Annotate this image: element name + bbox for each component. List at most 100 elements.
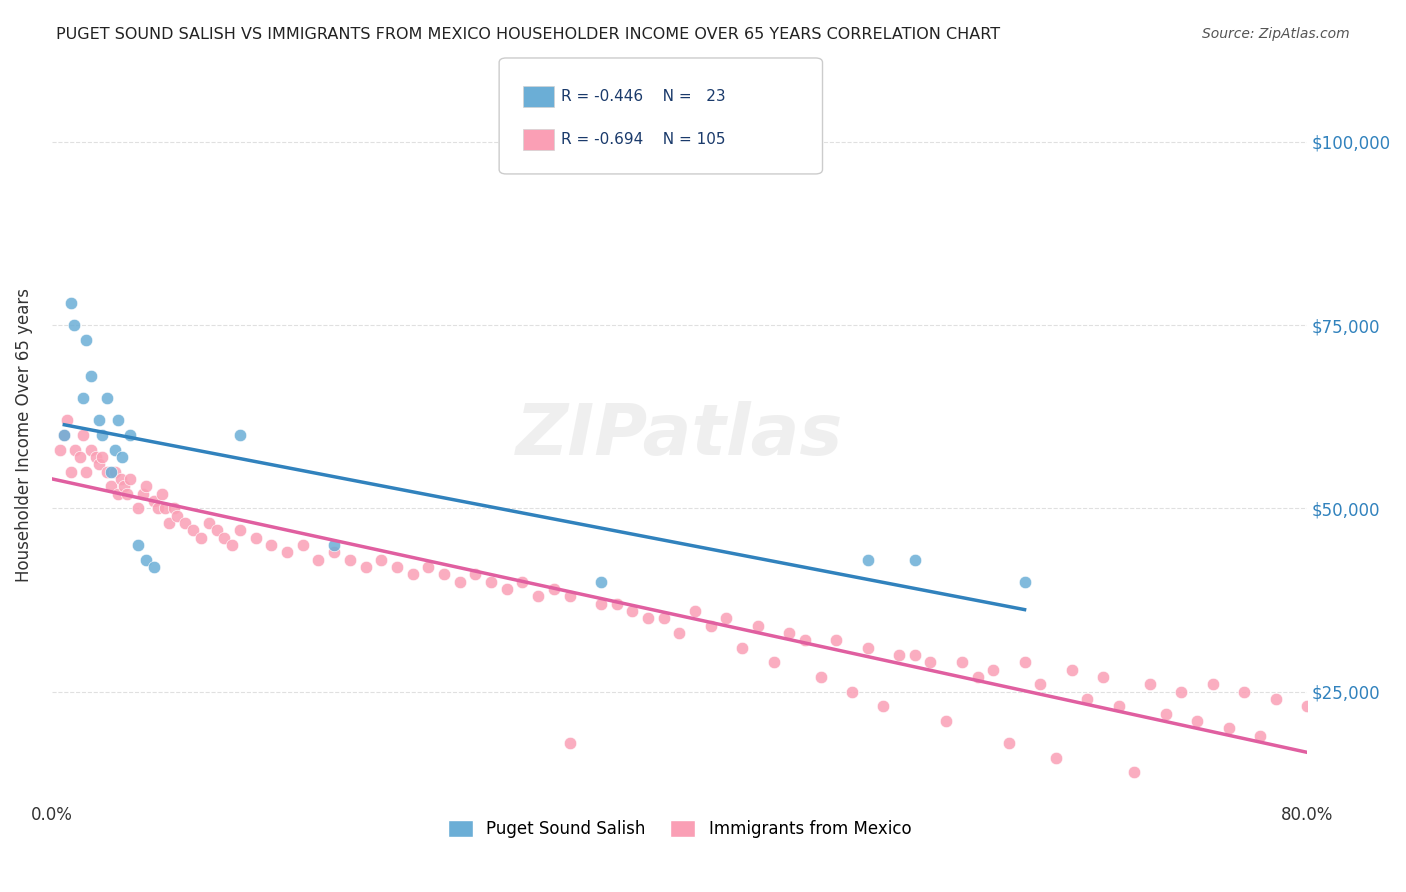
Point (150, 486, 173, 500)
Point (181, 524, 204, 538)
Point (1076, 692, 1098, 706)
Text: R = -0.694    N = 105: R = -0.694 N = 105 (561, 132, 725, 147)
Point (1154, 706, 1177, 721)
Point (159, 516, 181, 530)
Point (856, 640, 879, 655)
Point (323, 545, 346, 559)
Point (589, 597, 612, 611)
Point (1014, 574, 1036, 589)
Point (621, 604, 644, 618)
Point (825, 633, 848, 648)
Point (65, 442, 87, 457)
Point (103, 465, 125, 479)
Point (62, 318, 84, 332)
Point (308, 552, 330, 566)
Point (107, 413, 129, 427)
Point (84, 450, 107, 464)
Point (527, 590, 550, 604)
Point (370, 552, 392, 566)
Point (80, 442, 103, 457)
Point (245, 531, 267, 545)
Point (1296, 699, 1319, 714)
Point (716, 611, 738, 625)
Point (96, 465, 118, 479)
Point (205, 524, 228, 538)
Point (291, 538, 314, 552)
Point (107, 486, 129, 500)
Point (120, 472, 142, 486)
Point (1185, 714, 1208, 728)
Point (512, 574, 534, 589)
Point (920, 655, 942, 669)
Point (637, 611, 659, 625)
Point (323, 538, 346, 552)
Point (998, 736, 1021, 750)
Point (48, 442, 70, 457)
Point (793, 633, 815, 648)
Point (558, 590, 581, 604)
Point (1233, 684, 1256, 698)
Point (75, 333, 97, 347)
Point (966, 670, 988, 684)
Point (69, 450, 91, 464)
Point (87, 413, 110, 427)
Y-axis label: Householder Income Over 65 years: Householder Income Over 65 years (15, 288, 32, 582)
Point (418, 560, 440, 574)
Point (1108, 699, 1130, 714)
Point (56, 413, 79, 427)
Point (887, 648, 910, 662)
Point (72, 392, 94, 406)
Point (59, 296, 82, 310)
Point (276, 545, 298, 559)
Point (683, 604, 706, 618)
Point (495, 582, 517, 596)
Point (981, 663, 1004, 677)
Point (589, 574, 612, 589)
Point (464, 567, 486, 582)
Point (91, 428, 114, 442)
Text: PUGET SOUND SALISH VS IMMIGRANTS FROM MEXICO HOUSEHOLDER INCOME OVER 65 YEARS CO: PUGET SOUND SALISH VS IMMIGRANTS FROM ME… (56, 27, 1000, 42)
Text: Source: ZipAtlas.com: Source: ZipAtlas.com (1202, 27, 1350, 41)
Point (153, 501, 176, 516)
Point (103, 442, 125, 457)
Point (214, 531, 236, 545)
Point (229, 524, 252, 538)
Point (80, 369, 103, 384)
Point (841, 684, 863, 698)
Point (1045, 750, 1067, 764)
Point (135, 479, 157, 493)
Point (1014, 655, 1036, 669)
Point (75, 465, 97, 479)
Point (747, 618, 769, 632)
Point (166, 508, 188, 523)
Point (135, 552, 157, 566)
Point (1060, 663, 1083, 677)
Point (856, 552, 879, 566)
Point (110, 472, 132, 486)
Point (53, 428, 76, 442)
Point (700, 618, 723, 632)
Point (127, 538, 149, 552)
Text: ZIPatlas: ZIPatlas (516, 401, 844, 469)
Point (1029, 677, 1052, 691)
Point (401, 567, 423, 582)
Point (904, 648, 927, 662)
Point (87, 458, 110, 472)
Point (1202, 677, 1225, 691)
Point (543, 582, 565, 596)
Legend: Puget Sound Salish, Immigrants from Mexico: Puget Sound Salish, Immigrants from Mexi… (441, 813, 918, 845)
Point (433, 567, 456, 582)
Point (762, 655, 785, 669)
Point (120, 428, 142, 442)
Point (558, 736, 581, 750)
Point (935, 714, 957, 728)
Point (100, 465, 122, 479)
Point (72, 428, 94, 442)
Point (221, 538, 243, 552)
Point (731, 640, 754, 655)
Point (449, 574, 471, 589)
Point (810, 670, 832, 684)
Point (148, 501, 170, 516)
Point (53, 428, 76, 442)
Point (142, 560, 165, 574)
